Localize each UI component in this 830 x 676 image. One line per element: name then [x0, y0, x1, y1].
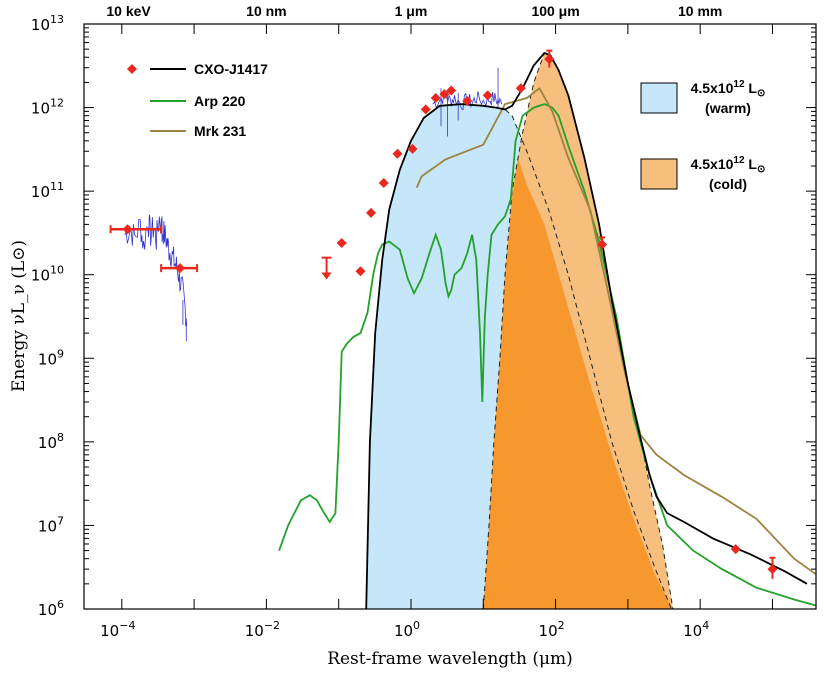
y-tick-label: 106: [38, 598, 64, 619]
y-tick-label: 107: [38, 514, 64, 535]
data-point: [515, 83, 526, 94]
data-point: [439, 89, 450, 100]
data-point: [122, 224, 133, 235]
data-point: [544, 54, 555, 65]
legend-label: CXO-J1417: [194, 61, 268, 77]
data-point: [430, 93, 441, 104]
data-point: [392, 148, 403, 159]
y-tick-label: 1012: [31, 97, 64, 118]
legend-box: [640, 158, 678, 190]
data-point: [730, 544, 741, 555]
data-point: [336, 237, 347, 248]
x-tick-label: 104: [683, 619, 709, 640]
legend-label: Arp 220: [194, 93, 246, 109]
legend-marker: [127, 64, 137, 74]
legend-box-label: 4.5x1012 L⊙: [691, 155, 766, 175]
x-tick-label: 100: [394, 619, 420, 640]
line-cxo-j1417-model: [365, 51, 808, 609]
upper-limit-arrow: [321, 272, 332, 280]
line-mrk-231: [415, 86, 816, 576]
x-tick-label: 10−2: [245, 619, 280, 640]
y-tick-label: 1010: [31, 264, 64, 285]
legend-box-sublabel: (warm): [705, 100, 751, 116]
top-axis-label: 1 μm: [395, 3, 428, 19]
model-areas: [365, 52, 674, 609]
data-point: [420, 104, 431, 115]
legend-box: [640, 82, 678, 114]
data-point: [482, 90, 493, 101]
data-point: [462, 95, 473, 106]
y-axis-title: Energy νL_ν (L⊙): [9, 240, 29, 392]
x-axis-title: Rest-frame wavelength (μm): [327, 649, 573, 669]
y-tick-label: 1013: [31, 13, 64, 34]
legend-box-label: 4.5x1012 L⊙: [691, 79, 766, 99]
data-point: [378, 178, 389, 189]
plot-frame: [83, 23, 817, 610]
data-point: [355, 266, 366, 277]
data-point: [366, 207, 377, 218]
legend-label: Mrk 231: [194, 123, 246, 139]
top-axis-label: 10 nm: [246, 3, 286, 19]
x-tick-label: 102: [539, 619, 565, 640]
y-tick-label: 1011: [31, 180, 64, 201]
data-point: [446, 85, 457, 96]
data-point: [597, 239, 608, 250]
data-point: [767, 564, 778, 575]
top-axis-label: 10 mm: [678, 3, 722, 19]
top-axis-label: 100 μm: [531, 3, 579, 19]
model-lines: [124, 51, 816, 609]
x-tick-label: 10−4: [100, 619, 135, 640]
data-point: [407, 143, 418, 154]
top-axis-label: 10 keV: [106, 3, 151, 19]
y-tick-label: 109: [38, 347, 64, 368]
y-tick-label: 108: [38, 431, 64, 452]
area-cold-bright: [483, 157, 673, 609]
axes: 10−4 10−2 100 102 104 10 keV 10 nm 1 μm 100 μm 10…: [31, 3, 816, 640]
data-point: [175, 263, 186, 274]
legend-box-sublabel: (cold): [709, 176, 747, 192]
data-points: [109, 49, 778, 579]
